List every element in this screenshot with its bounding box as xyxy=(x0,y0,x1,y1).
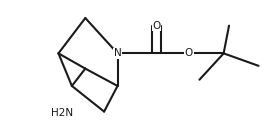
Text: O: O xyxy=(152,21,161,31)
Text: N: N xyxy=(114,48,122,58)
Text: O: O xyxy=(185,48,193,58)
Text: H2N: H2N xyxy=(51,108,73,118)
